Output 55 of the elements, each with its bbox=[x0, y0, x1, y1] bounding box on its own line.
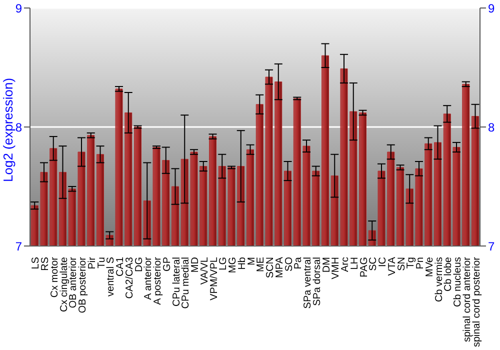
x-tick-label: Cx motor bbox=[49, 256, 60, 298]
x-tick-label: M bbox=[246, 257, 258, 266]
x-tick-label: spinal cord posterior bbox=[471, 256, 482, 348]
x-tick-label: IC bbox=[378, 257, 389, 267]
x-tick-label: Hb bbox=[236, 256, 248, 270]
x-tick-label: DG bbox=[134, 256, 145, 272]
x-tick-label: OB anterior bbox=[68, 256, 80, 308]
x-tick-label: VTA bbox=[386, 256, 398, 276]
x-tick-label: PAG bbox=[358, 256, 370, 278]
x-tick-label: CA1 bbox=[115, 256, 126, 276]
x-tick-label: GP bbox=[162, 256, 173, 272]
x-tick-label: Tu bbox=[96, 257, 108, 268]
x-tick-label: ME bbox=[256, 256, 267, 272]
x-tick-label: Cb nucleus bbox=[452, 257, 464, 308]
x-tick-label: SPa ventral bbox=[302, 257, 314, 309]
x-tick-label: spinal cord anterior bbox=[462, 256, 473, 342]
x-tick-label: A anterior bbox=[143, 256, 154, 300]
x-tick-label: SPa dorsal bbox=[312, 257, 323, 306]
y-axis-title: Log2 (expression) bbox=[0, 78, 16, 182]
y2-tick-label: 7 bbox=[488, 239, 495, 254]
x-tick-label: MG bbox=[228, 256, 239, 274]
x-tick-label: LG bbox=[218, 256, 230, 270]
x-tick-label: Tg bbox=[406, 257, 417, 269]
x-tick-label: LS bbox=[30, 256, 42, 270]
x-tick-label: Pn bbox=[415, 257, 426, 270]
y-tick-label: 9 bbox=[15, 1, 22, 16]
x-tick-label: A posterior bbox=[152, 256, 164, 305]
x-tick-label: MPA bbox=[274, 256, 286, 278]
x-tick-label: VPM/VPL bbox=[208, 256, 220, 300]
y2-tick-label: 8 bbox=[488, 120, 495, 134]
x-tick-label: MD bbox=[190, 257, 202, 273]
x-tick-label: LH bbox=[349, 257, 360, 270]
x-tick-label: CPu medial bbox=[180, 257, 192, 309]
x-tick-label: MVe bbox=[424, 256, 436, 278]
x-tick-label: CPu lateral bbox=[171, 257, 182, 306]
x-tick-label: Cb lobe bbox=[443, 256, 454, 292]
y-tick-label: 7 bbox=[15, 239, 22, 254]
x-tick-label: SCN bbox=[265, 257, 276, 278]
x-tick-label: ventral S bbox=[106, 256, 117, 296]
x-tick-label: RS bbox=[40, 256, 52, 271]
x-tick-label: VMH bbox=[330, 257, 342, 280]
x-tick-label: Pa bbox=[293, 256, 304, 270]
x-tick-label: OB posterior bbox=[78, 256, 89, 314]
x-tick-label: SN bbox=[396, 257, 408, 271]
x-tick-label: Arc bbox=[340, 257, 352, 272]
x-tick-label: DM bbox=[321, 257, 332, 273]
y-tick-label: 8 bbox=[15, 120, 22, 134]
x-tick-label: Cb vermis bbox=[434, 257, 445, 302]
x-tick-label: Pir bbox=[86, 256, 98, 270]
y2-tick-label: 9 bbox=[488, 1, 495, 16]
x-tick-label: Cx cingulate bbox=[58, 256, 70, 312]
x-tick-label: SO bbox=[284, 256, 295, 272]
x-tick-label: VA/VL bbox=[199, 256, 210, 285]
x-tick-label: SC bbox=[368, 257, 380, 271]
x-tick-label: CA2/CA3 bbox=[124, 256, 136, 299]
